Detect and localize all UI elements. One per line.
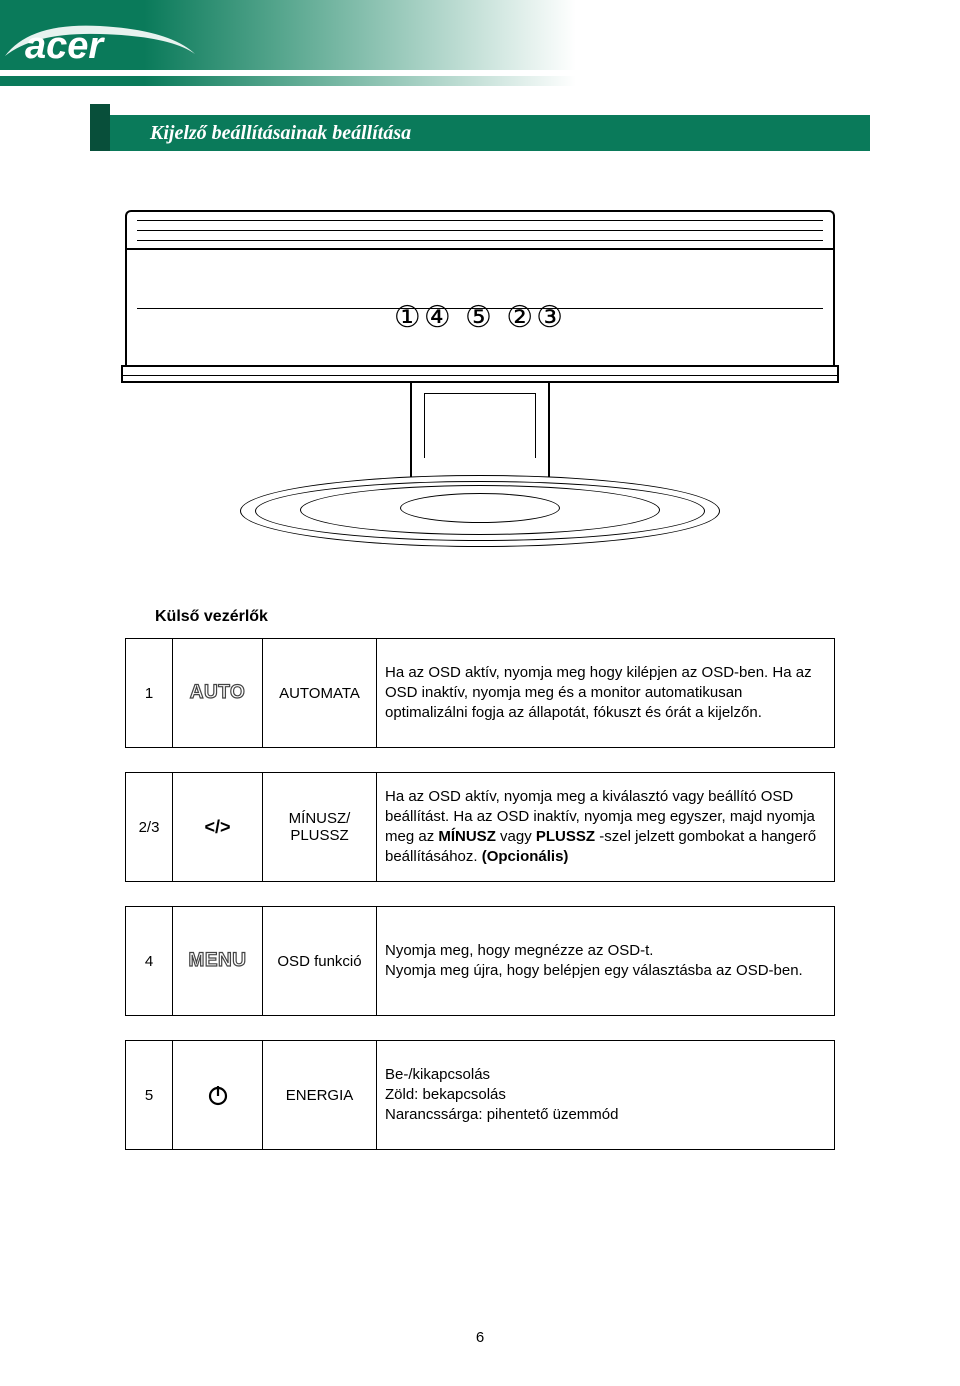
row-number: 1 bbox=[126, 639, 172, 747]
row-label: MÍNUSZ/ PLUSSZ bbox=[262, 773, 376, 881]
row-label: OSD funkció bbox=[262, 907, 376, 1015]
row-description: Be-/kikapcsolás Zöld: bekapcsolás Naranc… bbox=[376, 1041, 834, 1149]
auto-icon: AUTO bbox=[190, 682, 245, 704]
power-icon bbox=[206, 1083, 230, 1107]
title-tab bbox=[90, 104, 110, 151]
title-bar: Kijelző beállításainak beállítása bbox=[110, 115, 870, 151]
row-description: Nyomja meg, hogy megnézze az OSD-t. Nyom… bbox=[376, 907, 834, 1015]
subheading: Külső vezérlők bbox=[155, 608, 268, 626]
page-number: 6 bbox=[0, 1329, 960, 1346]
row-number: 2/3 bbox=[126, 773, 172, 881]
row-icon: MENU bbox=[172, 907, 262, 1015]
header-gradient-bottom bbox=[0, 76, 960, 86]
table-row: 5 ENERGIA Be-/kikapcsolás Zöld: bekapcso… bbox=[125, 1040, 835, 1150]
minus-plus-icon: </> bbox=[204, 817, 230, 838]
svg-text:acer: acer bbox=[25, 25, 105, 67]
menu-icon: MENU bbox=[189, 950, 247, 972]
header-band: acer bbox=[0, 0, 960, 95]
acer-logo: acer bbox=[0, 14, 200, 72]
monitor-base bbox=[240, 475, 720, 555]
monitor-illustration: ①④ ⑤ ②③ AUTO MENU < > bbox=[125, 210, 835, 570]
row-label: ENERGIA bbox=[262, 1041, 376, 1149]
row-label: AUTOMATA bbox=[262, 639, 376, 747]
row-description: Ha az OSD aktív, nyomja meg hogy kilépje… bbox=[376, 639, 834, 747]
row-icon bbox=[172, 1041, 262, 1149]
row-number: 4 bbox=[126, 907, 172, 1015]
controls-table: 1 AUTO AUTOMATA Ha az OSD aktív, nyomja … bbox=[125, 638, 835, 1150]
table-row: 4 MENU OSD funkció Nyomja meg, hogy megn… bbox=[125, 906, 835, 1016]
page-title: Kijelző beállításainak beállítása bbox=[110, 122, 411, 145]
table-row: 1 AUTO AUTOMATA Ha az OSD aktív, nyomja … bbox=[125, 638, 835, 748]
table-row: 2/3 </> MÍNUSZ/ PLUSSZ Ha az OSD aktív, … bbox=[125, 772, 835, 882]
row-description: Ha az OSD aktív, nyomja meg a kiválasztó… bbox=[376, 773, 834, 881]
row-icon: </> bbox=[172, 773, 262, 881]
row-number: 5 bbox=[126, 1041, 172, 1149]
row-icon: AUTO bbox=[172, 639, 262, 747]
